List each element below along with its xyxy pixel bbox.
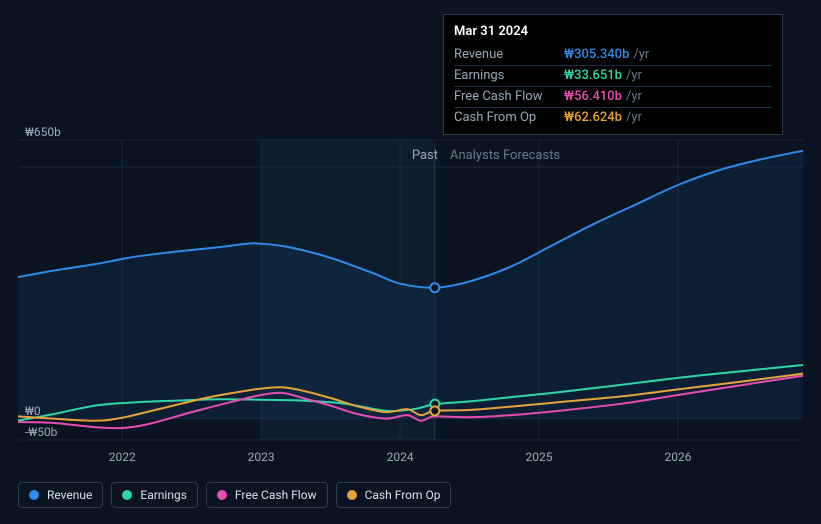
section-label-past: Past bbox=[412, 148, 438, 163]
legend-dot-icon bbox=[122, 490, 132, 500]
legend-label: Revenue bbox=[47, 488, 92, 502]
y-axis-zero: ₩0 bbox=[25, 404, 41, 418]
tooltip-value: ₩56.410b bbox=[564, 88, 622, 106]
legend-dot-icon bbox=[347, 490, 357, 500]
tooltip-unit: /yr bbox=[626, 88, 642, 106]
legend: Revenue Earnings Free Cash Flow Cash From O… bbox=[18, 482, 451, 508]
tooltip-unit: /yr bbox=[626, 67, 642, 85]
x-axis-year: 2024 bbox=[387, 450, 414, 464]
tooltip-date: Mar 31 2024 bbox=[454, 23, 772, 41]
x-axis-year: 2026 bbox=[664, 450, 691, 464]
x-axis-year: 2023 bbox=[248, 450, 275, 464]
section-label-forecast: Analysts Forecasts bbox=[450, 148, 560, 163]
tooltip: Mar 31 2024 Revenue₩305.340b/yrEarnings₩… bbox=[443, 14, 783, 135]
tooltip-row: Free Cash Flow₩56.410b/yr bbox=[454, 86, 772, 107]
legend-label: Free Cash Flow bbox=[235, 488, 317, 502]
chart-container: ₩650b ₩0 -₩50b Past Analysts Forecasts 2… bbox=[0, 0, 821, 524]
x-axis-year: 2022 bbox=[109, 450, 136, 464]
tooltip-label: Revenue bbox=[454, 46, 564, 64]
legend-label: Cash From Op bbox=[365, 488, 441, 502]
legend-dot-icon bbox=[217, 490, 227, 500]
y-axis-min: -₩50b bbox=[25, 425, 57, 439]
tooltip-row: Revenue₩305.340b/yr bbox=[454, 45, 772, 65]
tooltip-value: ₩305.340b bbox=[564, 46, 629, 64]
tooltip-row: Cash From Op₩62.624b/yr bbox=[454, 107, 772, 128]
legend-item-free-cash-flow[interactable]: Free Cash Flow bbox=[206, 482, 328, 508]
tooltip-row: Earnings₩33.651b/yr bbox=[454, 65, 772, 86]
tooltip-value: ₩33.651b bbox=[564, 67, 622, 85]
legend-item-revenue[interactable]: Revenue bbox=[18, 482, 103, 508]
legend-label: Earnings bbox=[140, 488, 187, 502]
tooltip-label: Earnings bbox=[454, 67, 564, 85]
tooltip-value: ₩62.624b bbox=[564, 109, 622, 127]
x-axis-year: 2025 bbox=[526, 450, 553, 464]
tooltip-unit: /yr bbox=[633, 46, 649, 64]
legend-item-earnings[interactable]: Earnings bbox=[111, 482, 198, 508]
y-axis-max: ₩650b bbox=[25, 125, 61, 139]
legend-dot-icon bbox=[29, 490, 39, 500]
tooltip-label: Cash From Op bbox=[454, 109, 564, 127]
tooltip-label: Free Cash Flow bbox=[454, 88, 564, 106]
tooltip-unit: /yr bbox=[626, 109, 642, 127]
legend-item-cash-from-op[interactable]: Cash From Op bbox=[336, 482, 452, 508]
